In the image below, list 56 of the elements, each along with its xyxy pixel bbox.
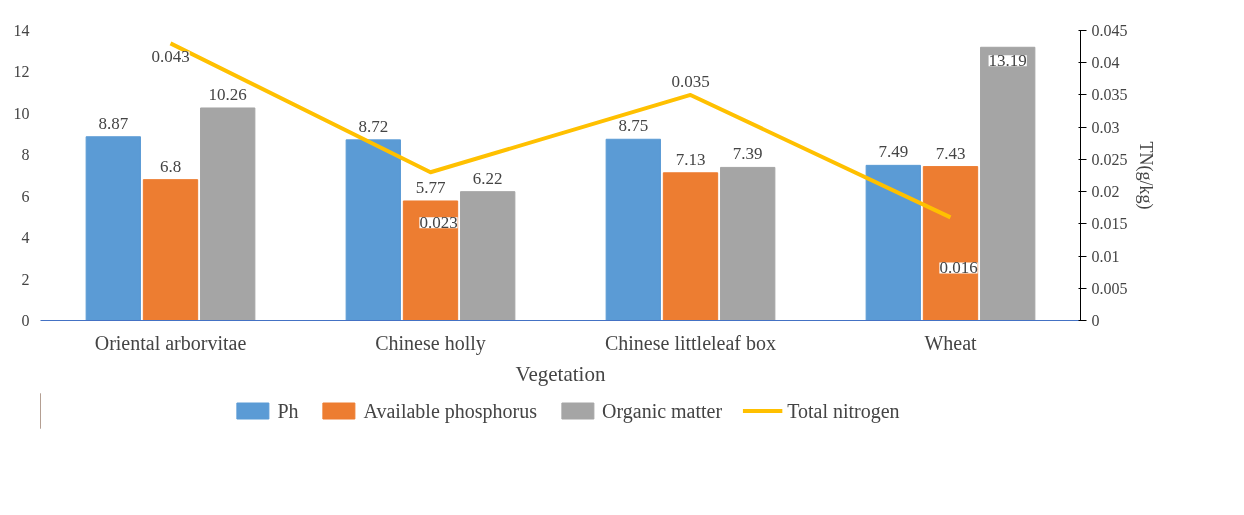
y2-tick-label: 0.025 (1091, 150, 1128, 168)
x-tick-label: Chinese littleleaf box (604, 331, 777, 354)
y-tick-label: 0 (21, 312, 30, 329)
y2-tick-label: 0.015 (1091, 215, 1128, 233)
bar (662, 172, 719, 321)
bar (460, 191, 516, 321)
y-tick-label: 14 (13, 22, 30, 39)
legend-label: Available phosphorus (363, 399, 538, 422)
data-label: 5.77 (415, 177, 446, 197)
y2-tick-label: 0.01 (1091, 247, 1120, 265)
x-tick-label: Wheat (924, 331, 978, 354)
y2-tick-label: 0 (1091, 312, 1100, 329)
x-axis-title: Vegetation (515, 361, 606, 386)
data-label: 8.72 (358, 116, 389, 136)
data-label: 7.49 (878, 142, 909, 162)
bar (142, 179, 199, 321)
data-label: 8.87 (98, 113, 129, 133)
x-tick-label: Oriental arborvitae (94, 331, 247, 354)
legend-label: Ph (277, 399, 299, 422)
bar (85, 136, 141, 321)
y-tick-label: 2 (21, 270, 30, 288)
legend-label: Total nitrogen (787, 399, 900, 422)
data-label: 8.75 (618, 116, 649, 136)
x-tick-label: Chinese holly (375, 331, 486, 355)
data-label: 0.023 (419, 213, 458, 233)
bar (605, 138, 661, 321)
data-label: 0.035 (671, 71, 710, 91)
bar (402, 200, 459, 321)
y2-tick-label: 0.02 (1091, 183, 1120, 201)
data-label: 10.26 (208, 84, 247, 104)
bar (922, 166, 979, 321)
y-tick-label: 12 (13, 63, 30, 81)
data-label: 0.016 (939, 258, 978, 278)
bar (345, 139, 401, 321)
y-tick-label: 4 (21, 229, 30, 247)
data-label: 6.8 (159, 156, 182, 176)
data-label: 7.39 (732, 144, 763, 164)
bar (200, 107, 256, 321)
data-label: 6.22 (472, 168, 503, 188)
data-label: 7.43 (935, 143, 966, 163)
data-label: 7.13 (675, 149, 706, 169)
y-tick-label: 8 (21, 146, 30, 164)
data-label: 0.043 (151, 47, 190, 67)
legend-label: Organic matter (602, 399, 723, 422)
data-label: 13.19 (988, 51, 1027, 71)
y2-tick-label: 0.005 (1091, 279, 1128, 297)
bar (865, 164, 921, 321)
y2-tick-label: 0.035 (1091, 86, 1128, 104)
y2-tick-label: 0.045 (1091, 22, 1128, 39)
y2-tick-label: 0.04 (1091, 54, 1120, 72)
y2-tick-label: 0.03 (1091, 118, 1120, 136)
y-tick-label: 10 (13, 104, 30, 122)
y2-axis-title: TN(g/kg) (1134, 141, 1156, 210)
bar (720, 166, 776, 321)
bar (980, 46, 1036, 321)
y-tick-label: 6 (21, 187, 30, 205)
